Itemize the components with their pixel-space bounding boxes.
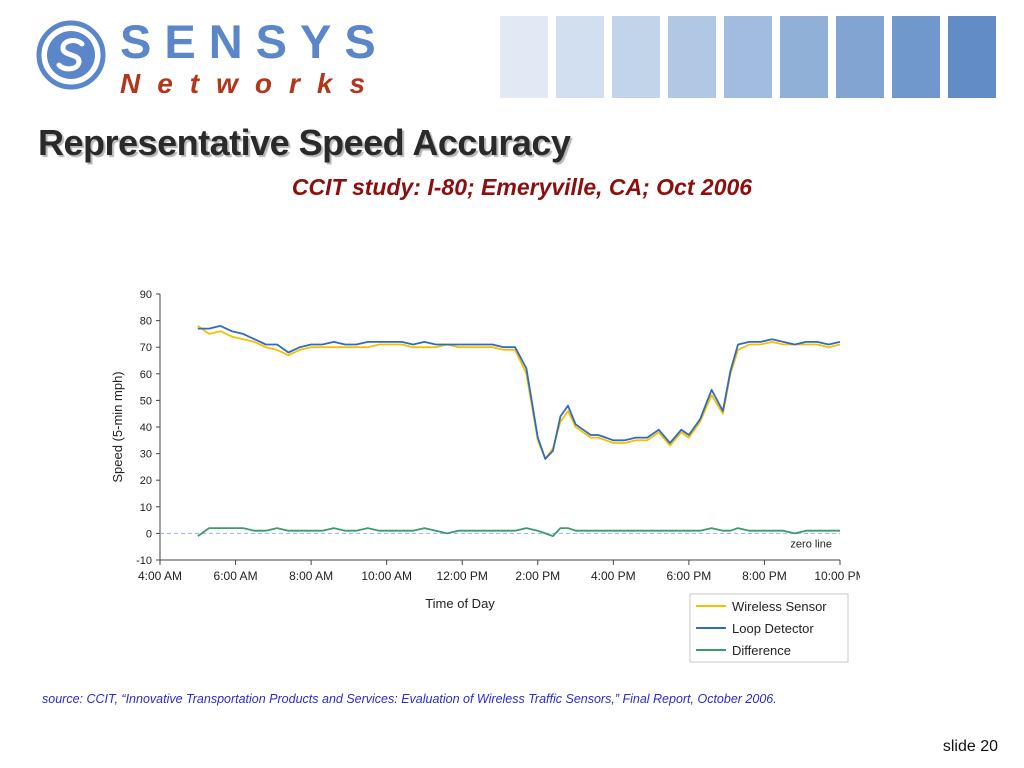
company-logo: SENSYS Networks [32,16,412,102]
header-square [892,16,940,98]
source-citation: source: CCIT, “Innovative Transportation… [42,692,777,706]
y-tick-label: 20 [140,475,152,487]
x-tick-label: 4:00 AM [138,569,182,583]
x-tick-label: 10:00 PM [814,569,860,583]
y-tick-label: 30 [140,449,152,461]
x-tick-label: 2:00 PM [515,569,560,583]
sensys-logo-icon [36,20,106,90]
logo-wordmark-bottom: Networks [120,68,383,99]
logo-wordmark-top: SENSYS [120,15,389,68]
slide-title: Representative Speed Accuracy [38,122,571,163]
y-tick-label: 80 [140,316,152,328]
zero-line-label: zero line [790,538,832,550]
y-tick-label: 90 [140,289,152,301]
speed-chart: 90 80 70 60 50 40 30 20 10 0 -10 4:00 AM 6:00 AM 8:00… [110,289,860,663]
x-tick-label: 8:00 AM [289,569,333,583]
header-square [836,16,884,98]
header-decoration [500,16,996,98]
x-tick-label: 10:00 AM [361,569,412,583]
header-square [500,16,548,98]
x-tick-label: 8:00 PM [742,569,787,583]
y-tick-label: 10 [140,502,152,514]
x-tick-label: 6:00 AM [214,569,258,583]
header-square [948,16,996,98]
header-square [612,16,660,98]
header-square [724,16,772,98]
legend-label: Difference [732,643,791,658]
y-tick-label: 70 [140,342,152,354]
y-tick-label: -10 [136,555,152,567]
series-line-wireless-sensor [197,325,841,460]
y-tick-label: 40 [140,422,152,434]
legend-label: Loop Detector [732,621,814,636]
legend-label: Wireless Sensor [732,599,827,614]
y-tick-label: 0 [146,528,152,540]
header-square [556,16,604,98]
series-line-loop-detector [197,325,841,460]
x-axis-label: Time of Day [425,596,495,611]
x-tick-label: 4:00 PM [591,569,636,583]
x-tick-label: 12:00 PM [437,569,488,583]
y-tick-label: 50 [140,395,152,407]
y-axis-label: Speed (5-min mph) [110,371,125,482]
header-square [780,16,828,98]
y-tick-label: 60 [140,369,152,381]
header-square [668,16,716,98]
slide-number: slide 20 [942,738,998,755]
series-line-difference [197,527,840,538]
x-tick-label: 6:00 PM [667,569,712,583]
slide-subtitle: CCIT study: I-80; Emeryville, CA; Oct 20… [291,174,753,200]
